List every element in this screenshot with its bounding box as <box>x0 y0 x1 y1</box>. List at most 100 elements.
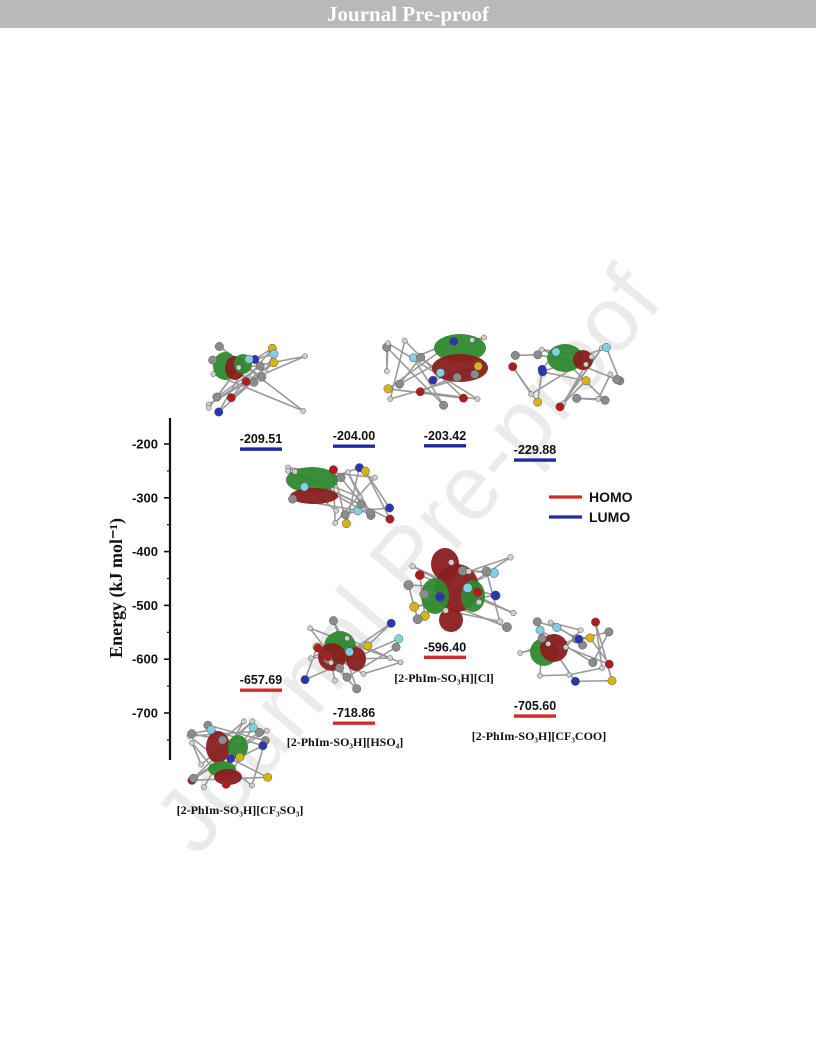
atom <box>328 659 334 666</box>
atom <box>244 354 254 364</box>
atom <box>383 384 393 394</box>
atom <box>591 617 600 627</box>
atom <box>258 741 268 751</box>
atom <box>292 468 298 475</box>
atom <box>308 655 314 662</box>
compound-label-0: [2-PhIm-SO₃H][CF₃SO₃] <box>177 803 304 817</box>
compound-label-2: [2-PhIm-SO₃H][Cl] <box>394 671 494 685</box>
atom <box>254 727 264 737</box>
atom <box>607 676 617 686</box>
compound-labels: [2-PhIm-SO₃H][CF₃SO₃] [2-PhIm-SO₃H][HSO₄]… <box>177 671 607 817</box>
molecule-orbital-illustration <box>205 342 308 417</box>
molecule-orbital-illustration <box>517 617 617 686</box>
atom <box>604 659 614 669</box>
atom <box>340 510 350 520</box>
atom <box>360 671 367 677</box>
atom <box>555 402 565 412</box>
molecule-orbital-illustration <box>403 548 517 632</box>
atom <box>208 355 218 365</box>
y-tick-label: -400 <box>132 544 158 559</box>
homo-value-label-2: -596.40 <box>424 640 466 654</box>
atom <box>212 392 222 402</box>
atom <box>360 466 370 476</box>
compound-label-3: [2-PhIm-SO₃H][CF₃COO] <box>472 729 607 743</box>
atom <box>528 391 534 398</box>
journal-preproof-header: Journal Pre-proof <box>327 2 489 26</box>
atom <box>537 364 547 374</box>
atom <box>336 473 346 483</box>
atom <box>532 617 542 627</box>
atom <box>263 772 273 782</box>
bond <box>304 646 318 680</box>
bond <box>245 355 306 383</box>
atom <box>566 672 572 678</box>
compound-label-1: [2-PhIm-SO₃H][HSO₄] <box>287 735 404 749</box>
atom <box>442 607 449 614</box>
atom <box>583 361 589 368</box>
atom <box>391 642 401 652</box>
atom <box>357 494 363 500</box>
atom <box>401 337 408 344</box>
atom <box>607 371 614 378</box>
atom <box>517 650 524 656</box>
bond <box>346 646 397 678</box>
bond <box>412 357 445 406</box>
energy-levels: -657.69 -718.86 -596.40 -705.60 -209.51 -204.… <box>240 429 556 725</box>
atom <box>599 665 605 671</box>
atom <box>394 634 404 644</box>
atom <box>409 563 416 570</box>
atom <box>435 591 445 602</box>
atom <box>481 334 487 341</box>
atom <box>189 773 198 783</box>
atom <box>205 404 212 411</box>
lumo-value-label-3: -229.88 <box>514 443 556 457</box>
atom <box>475 599 483 606</box>
legend: HOMO LUMO <box>549 489 633 525</box>
atom <box>240 718 247 725</box>
orbital-lobe <box>228 735 248 759</box>
homo-value-label-0: -657.69 <box>240 673 282 687</box>
atom <box>588 353 595 360</box>
atom <box>419 589 430 600</box>
atom <box>449 336 459 346</box>
atom <box>470 369 480 379</box>
atom <box>533 350 543 360</box>
atom <box>452 372 462 382</box>
y-tick-label: -200 <box>132 437 158 452</box>
atom <box>507 554 514 561</box>
atom <box>448 559 455 566</box>
lumo-value-label-2: -203.42 <box>424 429 466 443</box>
bond <box>512 366 539 403</box>
atom <box>501 622 512 632</box>
bond <box>363 661 401 675</box>
atom <box>409 601 420 612</box>
atom <box>414 570 425 580</box>
atom <box>403 580 414 590</box>
lumo-value-label-0: -209.51 <box>240 432 282 446</box>
atom <box>300 408 307 414</box>
atom <box>255 361 265 371</box>
atom <box>187 729 197 739</box>
atom <box>210 371 217 377</box>
atom <box>366 508 375 518</box>
y-axis-title: Energy (kJ mol⁻¹) <box>106 518 127 658</box>
atom <box>416 352 426 362</box>
atom <box>214 407 224 417</box>
atom <box>385 514 395 524</box>
molecule-illustrations <box>186 334 625 791</box>
atom <box>577 627 584 633</box>
atom <box>459 393 468 403</box>
atom <box>342 672 352 682</box>
bond <box>364 470 391 509</box>
bond <box>594 621 603 669</box>
legend-homo-label: HOMO <box>589 489 633 505</box>
atom <box>570 676 580 686</box>
atom <box>257 372 267 382</box>
atom <box>299 482 309 492</box>
y-tick-label: -600 <box>132 652 158 667</box>
atom <box>473 361 483 371</box>
bond <box>468 556 511 573</box>
atom <box>510 609 517 617</box>
atom <box>436 368 445 378</box>
atom <box>533 397 543 407</box>
